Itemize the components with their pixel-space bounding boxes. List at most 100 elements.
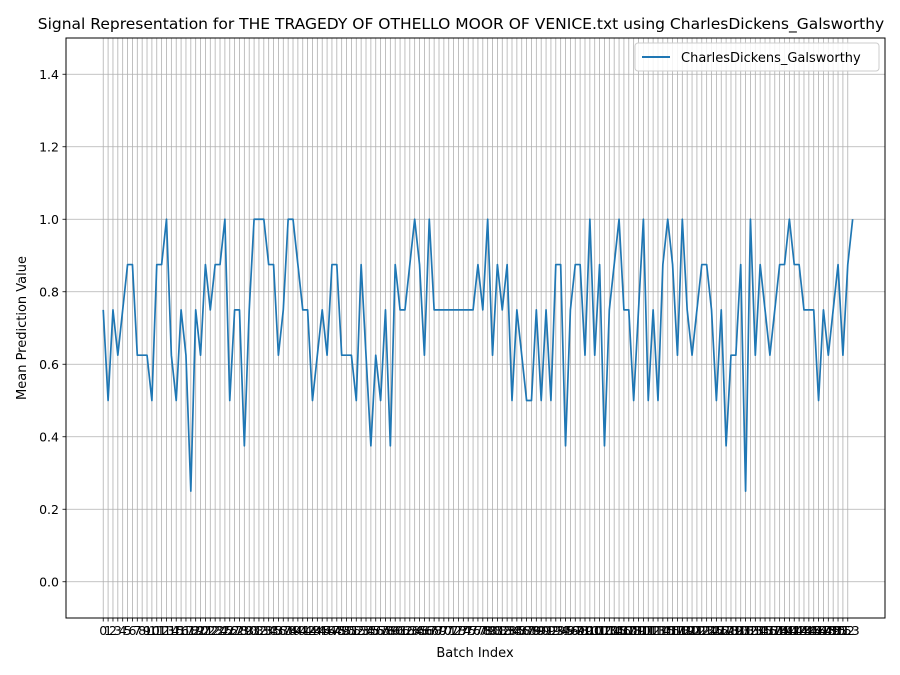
x-tick-label: 151 bbox=[826, 623, 850, 638]
x-tick-label: 11 bbox=[149, 623, 165, 638]
series-line bbox=[102, 218, 854, 492]
x-tick-label: 144 bbox=[792, 623, 816, 638]
legend-label: CharlesDickens_Galsworthy bbox=[681, 51, 861, 66]
x-tick-label: 128 bbox=[714, 623, 738, 638]
x-tick-label: 85 bbox=[509, 623, 525, 638]
x-tick-label: 73 bbox=[451, 623, 467, 638]
x-tick-label: 153 bbox=[836, 623, 860, 638]
legend: CharlesDickens_Galsworthy bbox=[634, 42, 880, 72]
x-tick-label: 30 bbox=[241, 623, 257, 638]
x-tick-label: 46 bbox=[319, 623, 335, 638]
x-tick-label: 49 bbox=[334, 623, 350, 638]
x-tick-label: 111 bbox=[631, 623, 655, 638]
x-tick-label: 40 bbox=[290, 623, 306, 638]
x-tick-label: 141 bbox=[777, 623, 801, 638]
x-tick-label: 90 bbox=[533, 623, 549, 638]
x-tick-label: 25 bbox=[217, 623, 233, 638]
x-tick-label: 83 bbox=[499, 623, 515, 638]
x-tick-label: 69 bbox=[431, 623, 447, 638]
x-tick-label: 51 bbox=[343, 623, 359, 638]
x-tick-label: 105 bbox=[602, 623, 626, 638]
x-tick-label: 65 bbox=[412, 623, 428, 638]
x-tick-label: 81 bbox=[489, 623, 505, 638]
x-tick-label: 27 bbox=[227, 623, 243, 638]
x-tick-label: 75 bbox=[460, 623, 476, 638]
legend-box bbox=[634, 42, 880, 72]
x-tick-label: 99 bbox=[577, 623, 593, 638]
x-tick-label: 130 bbox=[724, 623, 748, 638]
x-tick-label: 23 bbox=[207, 623, 223, 638]
y-tick-label: 1.2 bbox=[39, 139, 59, 154]
x-tick-label: 48 bbox=[329, 623, 345, 638]
x-tick-label: 134 bbox=[743, 623, 767, 638]
x-axis-label: Batch Index bbox=[436, 646, 514, 661]
x-tick-label: 86 bbox=[514, 623, 530, 638]
x-tick-label: 24 bbox=[212, 623, 228, 638]
x-tick-label: 39 bbox=[285, 623, 301, 638]
x-tick-label: 132 bbox=[734, 623, 758, 638]
x-tick-label: 36 bbox=[270, 623, 286, 638]
x-tick-label: 118 bbox=[666, 623, 690, 638]
x-tick-label: 37 bbox=[275, 623, 291, 638]
x-tick-label: 92 bbox=[543, 623, 559, 638]
x-tick-label: 19 bbox=[188, 623, 204, 638]
x-tick-label: 6 bbox=[128, 623, 136, 638]
x-tick-label: 41 bbox=[295, 623, 311, 638]
x-tick-label: 50 bbox=[339, 623, 355, 638]
x-tick-label: 96 bbox=[562, 623, 578, 638]
x-tick-label: 146 bbox=[802, 623, 826, 638]
series-layer bbox=[102, 218, 854, 492]
plot-frame bbox=[65, 37, 886, 619]
x-tick-label: 137 bbox=[758, 623, 782, 638]
y-axis-label: Mean Prediction Value bbox=[15, 256, 30, 400]
x-tick-label: 135 bbox=[748, 623, 772, 638]
x-tick-label: 98 bbox=[572, 623, 588, 638]
x-tick-label: 32 bbox=[251, 623, 267, 638]
x-tick-label: 33 bbox=[256, 623, 272, 638]
x-tick-label: 114 bbox=[646, 623, 670, 638]
x-tick-label: 117 bbox=[661, 623, 685, 638]
x-tick-label: 91 bbox=[538, 623, 554, 638]
x-tick-label: 140 bbox=[773, 623, 797, 638]
x-axis-ticks: 0123456789101112131415161718192021222324… bbox=[99, 618, 860, 638]
x-tick-label: 8 bbox=[138, 623, 146, 638]
x-tick-label: 1 bbox=[104, 623, 112, 638]
x-tick-label: 122 bbox=[685, 623, 709, 638]
x-tick-label: 152 bbox=[831, 623, 855, 638]
x-tick-label: 22 bbox=[202, 623, 218, 638]
x-tick-label: 31 bbox=[246, 623, 262, 638]
x-tick-label: 10 bbox=[144, 623, 160, 638]
x-tick-label: 125 bbox=[700, 623, 724, 638]
x-tick-label: 17 bbox=[178, 623, 194, 638]
x-tick-label: 9 bbox=[143, 623, 151, 638]
x-tick-label: 14 bbox=[163, 623, 179, 638]
y-tick-label: 0.8 bbox=[39, 284, 59, 299]
x-tick-label: 64 bbox=[407, 623, 423, 638]
x-tick-label: 67 bbox=[421, 623, 437, 638]
x-tick-label: 28 bbox=[232, 623, 248, 638]
y-tick-label: 0.0 bbox=[39, 574, 59, 589]
x-tick-label: 45 bbox=[314, 623, 330, 638]
x-tick-label: 56 bbox=[368, 623, 384, 638]
x-tick-label: 71 bbox=[441, 623, 457, 638]
x-tick-label: 139 bbox=[768, 623, 792, 638]
x-tick-label: 143 bbox=[787, 623, 811, 638]
chart-title: Signal Representation for THE TRAGEDY OF… bbox=[38, 15, 884, 34]
x-tick-label: 2 bbox=[109, 623, 117, 638]
x-tick-label: 34 bbox=[261, 623, 277, 638]
x-tick-label: 84 bbox=[504, 623, 520, 638]
x-tick-label: 94 bbox=[553, 623, 569, 638]
x-tick-label: 123 bbox=[690, 623, 714, 638]
grid-lines bbox=[66, 38, 885, 618]
y-tick-label: 0.4 bbox=[39, 429, 59, 444]
x-tick-label: 131 bbox=[729, 623, 753, 638]
x-tick-label: 145 bbox=[797, 623, 821, 638]
x-tick-label: 0 bbox=[99, 623, 107, 638]
x-tick-label: 58 bbox=[378, 623, 394, 638]
x-tick-label: 77 bbox=[470, 623, 486, 638]
x-tick-label: 21 bbox=[197, 623, 213, 638]
x-tick-label: 95 bbox=[558, 623, 574, 638]
x-tick-label: 78 bbox=[475, 623, 491, 638]
x-tick-label: 61 bbox=[392, 623, 408, 638]
x-tick-label: 106 bbox=[607, 623, 631, 638]
